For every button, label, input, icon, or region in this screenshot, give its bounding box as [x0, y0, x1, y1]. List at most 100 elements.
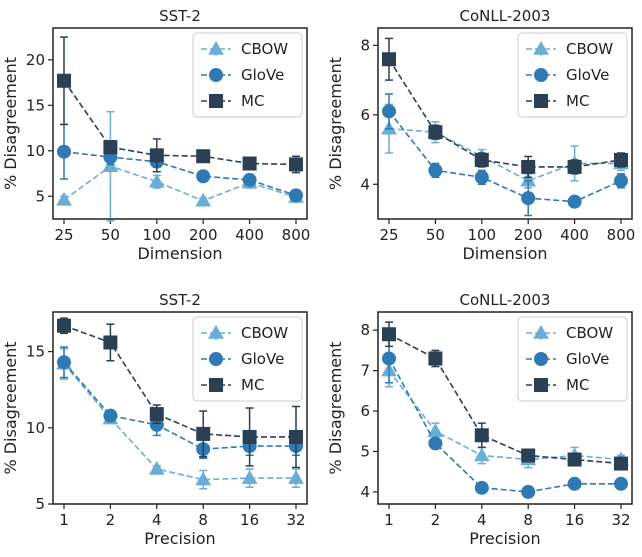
data-point — [242, 172, 257, 187]
legend: CBOW GloVe MC — [517, 316, 628, 402]
legend-label: MC — [566, 92, 589, 110]
x-tick-label: 2 — [106, 511, 116, 529]
data-point — [382, 104, 396, 119]
x-tick-label: 8 — [198, 511, 208, 529]
data-point — [521, 191, 536, 206]
plot-frame — [377, 311, 633, 505]
legend-label: MC — [241, 92, 264, 110]
data-point — [521, 484, 536, 499]
plot-frame — [52, 27, 308, 220]
legend-label: CBOW — [566, 40, 613, 58]
x-tick-label: 4 — [477, 511, 487, 529]
legend-marker — [209, 94, 223, 108]
x-tick-label: 400 — [560, 226, 589, 244]
series-cbow — [56, 110, 304, 222]
series-mc — [382, 37, 628, 179]
data-point — [57, 355, 71, 370]
data-point — [382, 52, 396, 67]
x-tick-label: 1 — [384, 511, 394, 529]
y-tick-label: 4 — [360, 175, 370, 193]
legend-label: GloVe — [566, 350, 609, 368]
legend-item: CBOW — [201, 324, 288, 342]
x-tick-label: 100 — [467, 226, 496, 244]
x-tick-label: 1 — [59, 511, 69, 529]
data-point — [196, 169, 211, 184]
x-axis-label: Precision — [469, 529, 540, 548]
chart-panel-3: SST-2 1 2 4 8 16 32 5 10 15 Precision % Disagreemen… — [1, 291, 308, 548]
series-line — [63, 80, 297, 166]
chart-title: CoNLL-2003 — [460, 7, 551, 25]
legend-item: CBOW — [526, 324, 613, 342]
data-point — [195, 471, 212, 486]
x-tick-label: 200 — [189, 226, 218, 244]
data-point — [521, 448, 536, 463]
legend-label: GloVe — [241, 350, 284, 368]
series-mc — [57, 36, 303, 174]
data-point — [241, 470, 258, 484]
data-point — [103, 140, 118, 155]
x-tick-label: 32 — [286, 511, 305, 529]
y-tick-label: 5 — [360, 442, 370, 460]
legend-item: MC — [526, 92, 589, 110]
series-glove — [382, 93, 628, 217]
legend-label: GloVe — [566, 66, 609, 84]
chart-title: SST-2 — [159, 291, 201, 309]
series-line — [388, 58, 622, 168]
y-tick-label: 6 — [360, 106, 370, 124]
data-point — [614, 476, 628, 491]
y-tick-label: 15 — [26, 96, 45, 114]
series-line — [388, 333, 622, 465]
data-point — [614, 173, 628, 188]
legend: CBOW GloVe MC — [192, 316, 303, 402]
data-point — [196, 149, 211, 164]
data-point — [428, 163, 443, 178]
y-tick-label: 6 — [360, 402, 370, 420]
y-axis-label: % Disagreement — [1, 57, 20, 190]
data-point — [567, 159, 582, 174]
series-glove — [382, 333, 628, 499]
data-point — [474, 428, 489, 443]
chart-title: CoNLL-2003 — [460, 291, 551, 309]
x-tick-label: 800 — [282, 226, 311, 244]
legend-item: GloVe — [201, 66, 284, 84]
y-tick-label: 8 — [360, 321, 370, 339]
data-point — [149, 407, 164, 422]
data-point — [148, 173, 165, 188]
series-line — [63, 363, 296, 481]
data-point — [428, 351, 443, 366]
x-tick-label: 16 — [565, 511, 584, 529]
x-tick-label: 50 — [426, 226, 445, 244]
legend-marker — [533, 324, 549, 339]
data-point — [103, 335, 118, 350]
data-point — [195, 192, 212, 207]
legend-label: MC — [241, 376, 264, 394]
data-point — [428, 436, 443, 451]
legend-marker — [209, 378, 223, 392]
legend-item: GloVe — [526, 66, 609, 84]
chart-panel-1: SST-2 25 50 100 200 400 800 5 10 15 20 Dimension % D… — [1, 7, 310, 263]
x-tick-label: 16 — [240, 511, 259, 529]
data-point — [614, 152, 628, 167]
legend-item: MC — [201, 92, 264, 110]
data-point — [242, 156, 257, 171]
data-point — [149, 148, 164, 163]
data-point — [242, 429, 257, 444]
series-line — [63, 361, 296, 450]
x-tick-label: 25 — [54, 226, 73, 244]
data-point — [289, 188, 303, 203]
legend-item: MC — [201, 376, 264, 394]
data-point — [614, 456, 628, 471]
chart-title: SST-2 — [159, 7, 201, 25]
data-point — [567, 194, 582, 209]
data-point — [57, 73, 71, 88]
x-tick-label: 800 — [607, 226, 636, 244]
legend-label: GloVe — [241, 66, 284, 84]
y-tick-label: 15 — [26, 343, 45, 361]
series-line — [388, 127, 621, 182]
legend-item: GloVe — [526, 350, 609, 368]
x-axis-label: Dimension — [137, 244, 222, 263]
y-axis-label: % Disagreement — [1, 341, 20, 474]
data-point — [473, 447, 490, 462]
data-point — [148, 460, 165, 475]
